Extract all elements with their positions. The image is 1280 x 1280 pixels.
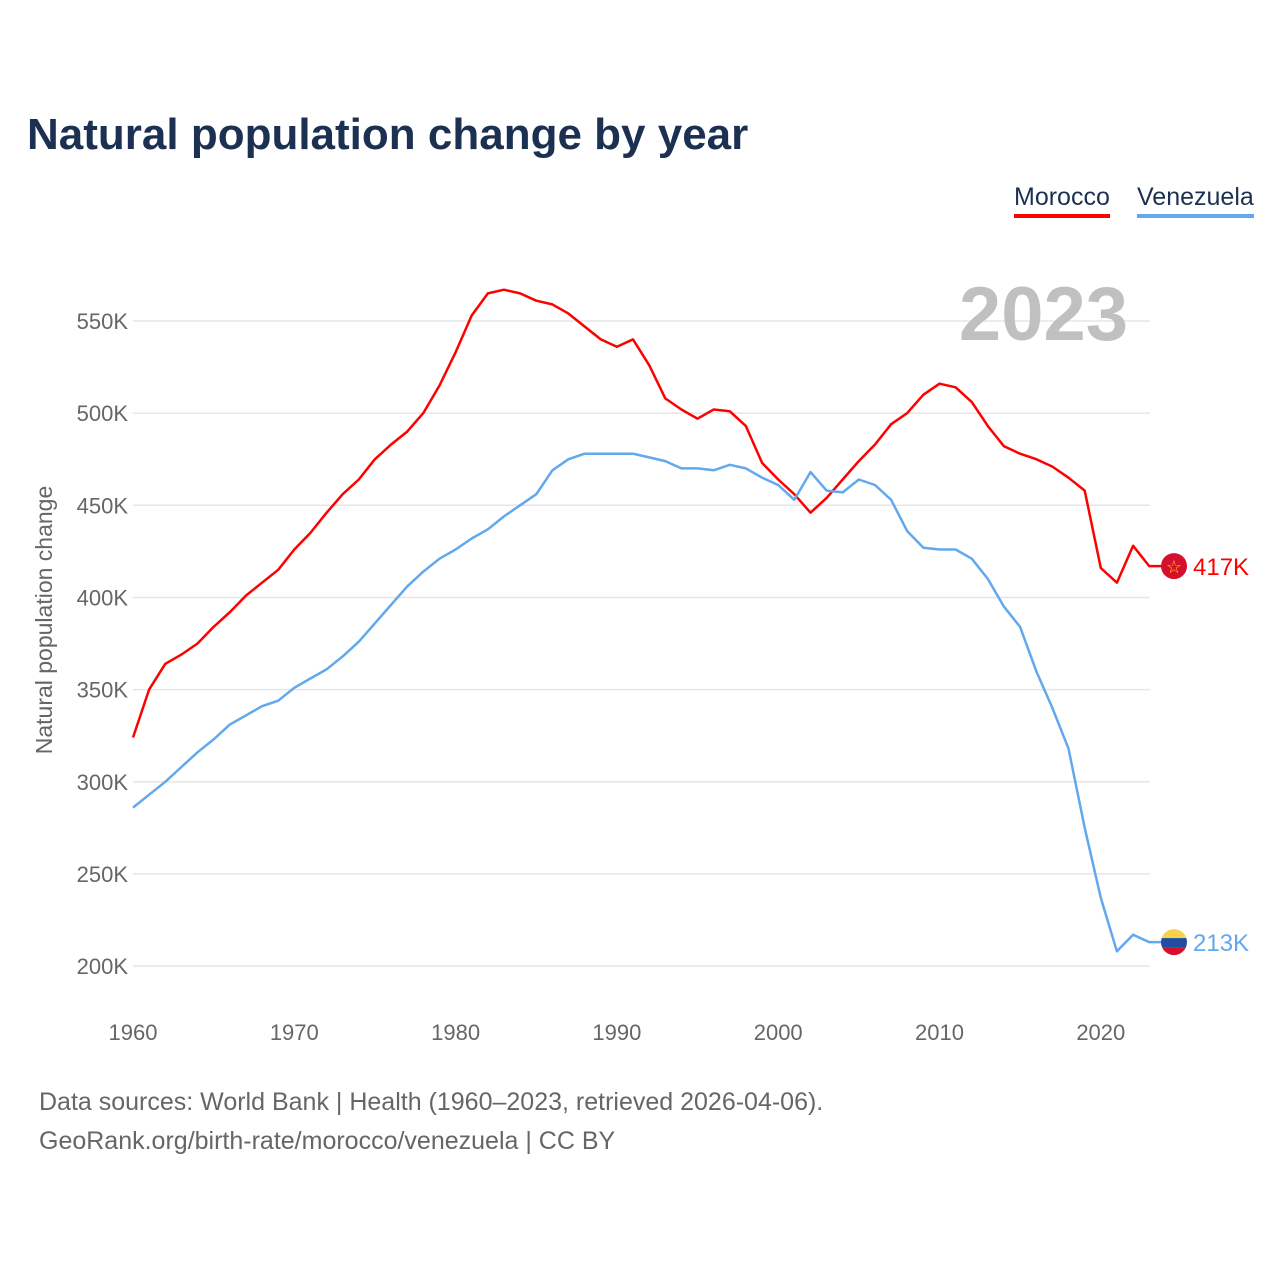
- y-tick-label: 500K: [77, 401, 129, 426]
- y-tick-label: 200K: [77, 954, 129, 979]
- y-tick-label: 250K: [77, 862, 129, 887]
- morocco-flag-icon: [1161, 553, 1187, 580]
- y-tick-label: 400K: [77, 585, 129, 610]
- x-tick-label: 1960: [109, 1020, 158, 1045]
- x-tick-label: 1980: [431, 1020, 480, 1045]
- x-tick-label: 2000: [754, 1020, 803, 1045]
- venezuela-flag-icon: [1161, 929, 1187, 956]
- star-icon: ☆: [1166, 557, 1182, 577]
- year-label: 2023: [959, 272, 1128, 357]
- y-tick-label: 350K: [77, 678, 129, 703]
- y-axis-label: Natural population change: [31, 486, 57, 755]
- end-value-label: 213K: [1193, 930, 1249, 957]
- flag-stripe: [1161, 947, 1187, 956]
- x-tick-label: 1970: [270, 1020, 319, 1045]
- x-tick-label: 2010: [915, 1020, 964, 1045]
- chart-title: Natural population change by year: [27, 110, 749, 159]
- footer-credit[interactable]: GeoRank.org/birth-rate/morocco/venezuela…: [39, 1127, 616, 1155]
- y-tick-label: 550K: [77, 309, 129, 334]
- y-tick-label: 450K: [77, 493, 129, 518]
- footer-sources: Data sources: World Bank | Health (1960–…: [39, 1088, 824, 1116]
- series-line-venezuela: [132, 452, 1162, 953]
- x-tick-label: 2020: [1076, 1020, 1125, 1045]
- legend-venezuela[interactable]: Venezuela: [1137, 183, 1254, 218]
- x-tick-label: 1990: [592, 1020, 641, 1045]
- flag-stripe: [1161, 929, 1187, 939]
- y-tick-label: 300K: [77, 770, 129, 795]
- flag-stripe: [1161, 938, 1187, 948]
- end-value-label: 417K: [1193, 554, 1249, 581]
- series-line-morocco: [131, 288, 1162, 738]
- legend-morocco[interactable]: Morocco: [1014, 183, 1110, 218]
